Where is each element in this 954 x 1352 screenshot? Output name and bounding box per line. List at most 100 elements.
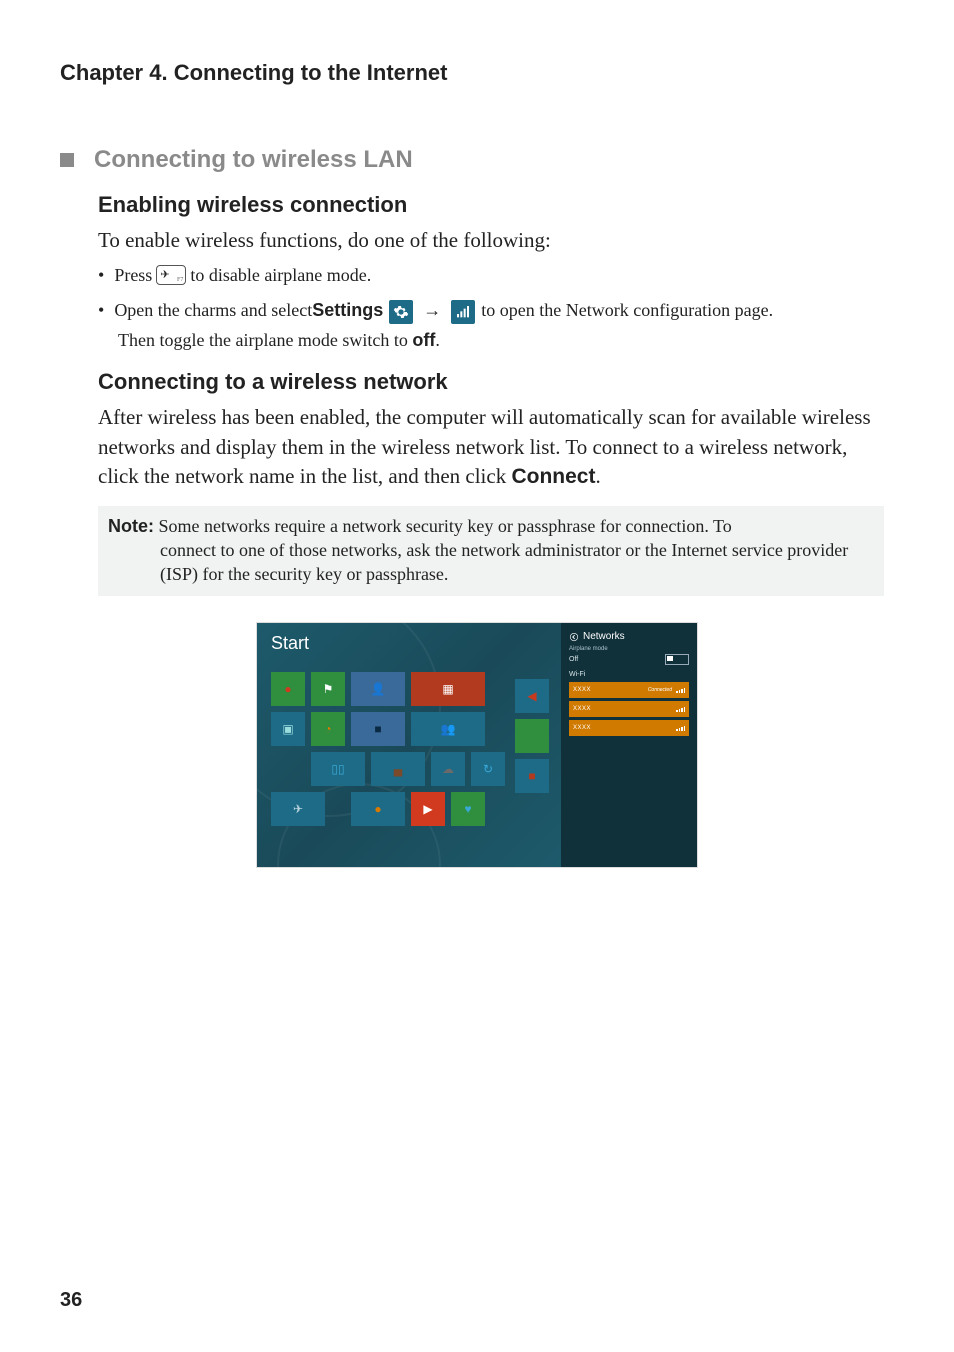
bullet-list: Press ✈ F7 to disable airplane mode. Ope… (98, 265, 894, 351)
tile-icon: ● (284, 682, 291, 696)
network-item[interactable]: XXXX (569, 720, 689, 736)
connect-word: Connect (511, 465, 595, 488)
tile-icon: ◔ (324, 722, 331, 736)
bullet2-line2: Then toggle the airplane mode switch to … (118, 330, 894, 351)
tile-icon: ■ (374, 722, 381, 736)
wifi-section-label: Wi-Fi (569, 671, 689, 678)
subsection-title-2: Connecting to a wireless network (98, 369, 894, 395)
bullet2-line2-pre: Then toggle the airplane mode switch to (118, 330, 412, 350)
networks-title: Networks (583, 631, 625, 642)
tile-icon: ▯▯ (331, 762, 344, 776)
bullet-dot-icon (98, 300, 114, 321)
list-item: Press ✈ F7 to disable airplane mode. (98, 265, 894, 286)
note-text2: connect to one of those networks, ask th… (108, 538, 874, 587)
tile-icon: ☁ (442, 762, 454, 776)
windows-start-screenshot: Start ● ⚑ 👤 ▦ ▣ ◔ ■ 👥 ▯▯ ▄ ☁ ↻ ✈ ● ▶ ♥ ◀ ■ Networks … (256, 622, 698, 868)
tile[interactable]: ⚑ (311, 672, 345, 706)
tile[interactable]: ♥ (451, 792, 485, 826)
tile-icon: ● (374, 802, 381, 816)
bullet1-pre: Press (114, 265, 152, 286)
note-label: Note: (108, 516, 154, 536)
network-name: XXXX (573, 725, 591, 731)
tile-icon: ▶ (423, 802, 432, 816)
airplane-toggle-row: Off (569, 654, 689, 665)
tile[interactable]: ■ (515, 759, 549, 793)
tile-row: ✈ ● ▶ ♥ (271, 792, 555, 826)
tile-row: ● ⚑ 👤 ▦ (271, 672, 555, 706)
chapter-title: Chapter 4. Connecting to the Internet (60, 60, 894, 86)
network-item[interactable]: XXXX Connected (569, 682, 689, 698)
tile-icon: ⚑ (323, 682, 334, 696)
start-label: Start (271, 633, 555, 654)
intro-text: To enable wireless functions, do one of … (98, 226, 884, 255)
tile[interactable]: ▶ (411, 792, 445, 826)
tile-icon: 👤 (371, 682, 386, 696)
tile[interactable]: ↻ (471, 752, 505, 786)
tile-row: ▯▯ ▄ ☁ ↻ (271, 752, 555, 786)
airplane-key-icon: ✈ F7 (156, 265, 186, 285)
bullet2-pre: Open the charms and select (114, 300, 312, 321)
note-box: Note: Some networks require a network se… (98, 506, 884, 597)
tile-icon: ▣ (282, 722, 293, 736)
signal-bars-icon (675, 726, 685, 731)
tile[interactable]: ● (351, 792, 405, 826)
toggle-knob (667, 656, 673, 661)
network-name: XXXX (573, 706, 591, 712)
section-bullet-icon (60, 153, 74, 167)
section-title: Connecting to wireless LAN (94, 146, 413, 174)
tile-icon: ◀ (527, 689, 536, 703)
tile[interactable]: 👤 (351, 672, 405, 706)
body-post: . (595, 464, 600, 488)
signal-bars-icon (675, 688, 685, 693)
tile[interactable]: ☁ (431, 752, 465, 786)
start-screen: Start ● ⚑ 👤 ▦ ▣ ◔ ■ 👥 ▯▯ ▄ ☁ ↻ ✈ ● ▶ ♥ ◀ ■ (257, 623, 561, 867)
off-label: Off (569, 656, 578, 663)
tile[interactable]: 👥 (411, 712, 485, 746)
off-word: off (412, 330, 435, 350)
tile[interactable]: ◔ (311, 712, 345, 746)
network-name: XXXX (573, 687, 591, 693)
tile-icon: ↻ (483, 762, 493, 776)
tile-icon: ▦ (442, 682, 453, 696)
connected-status: Connected (648, 687, 672, 693)
tile-row: ▣ ◔ ■ 👥 (271, 712, 555, 746)
toggle-switch[interactable] (665, 654, 689, 665)
tile[interactable]: ◀ (515, 679, 549, 713)
settings-word: Settings (312, 300, 383, 321)
page: Chapter 4. Connecting to the Internet Co… (0, 0, 954, 1352)
body-pre: After wireless has been enabled, the com… (98, 405, 871, 488)
tile[interactable]: ▄ (371, 752, 425, 786)
tile[interactable]: ■ (351, 712, 405, 746)
tile-icon: ♥ (464, 802, 471, 816)
f7-label: F7 (177, 277, 183, 283)
networks-panel: Networks Airplane mode Off Wi-Fi XXXX Co… (561, 623, 697, 867)
bullet2-post: to open the Network configuration page. (481, 300, 773, 321)
subsection-title: Enabling wireless connection (98, 192, 894, 218)
section-header: Connecting to wireless LAN (60, 146, 894, 174)
signal-bars-icon (675, 707, 685, 712)
back-arrow-icon (569, 632, 579, 642)
tile-icon: ▄ (394, 762, 403, 776)
bullet2-line2-post: . (435, 330, 440, 350)
bullet-dot-icon (98, 265, 114, 286)
network-item[interactable]: XXXX (569, 701, 689, 717)
tile[interactable] (515, 719, 549, 753)
tile[interactable]: ● (271, 672, 305, 706)
tile[interactable]: ▣ (271, 712, 305, 746)
signal-bars-icon (451, 300, 475, 324)
list-item: Open the charms and select Settings → to… (98, 300, 894, 351)
airplane-mode-label: Airplane mode (569, 646, 689, 652)
tile[interactable]: ▦ (411, 672, 485, 706)
networks-header: Networks (569, 631, 689, 642)
side-tiles: ◀ ■ (515, 679, 555, 799)
tile[interactable]: ▯▯ (311, 752, 365, 786)
note-text1: Some networks require a network security… (154, 516, 732, 536)
bullet1-post: to disable airplane mode. (190, 265, 371, 286)
tile[interactable]: ✈ (271, 792, 325, 826)
body-paragraph: After wireless has been enabled, the com… (98, 403, 884, 491)
airplane-glyph: ✈ (160, 270, 169, 281)
tile-icon: ■ (528, 769, 535, 783)
tile-icon: ✈ (293, 802, 303, 816)
tile-icon: 👥 (441, 722, 456, 736)
arrow-icon: → (423, 300, 441, 321)
